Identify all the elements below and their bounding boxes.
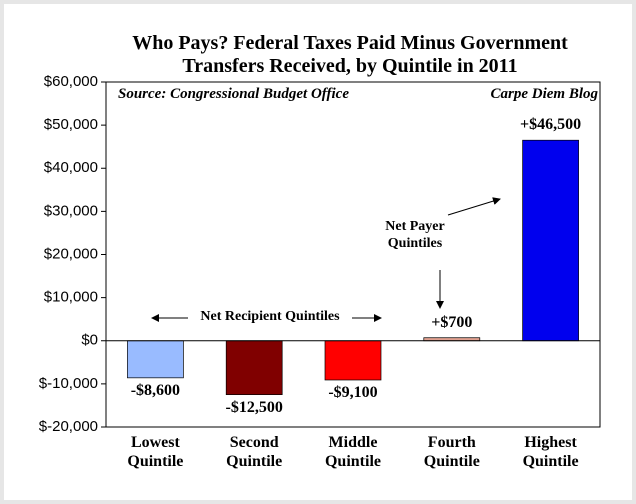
- credit: Carpe Diem Blog: [490, 86, 599, 102]
- source: Source: Congressional Budget Office: [118, 86, 349, 102]
- x-tick-label: Fourth Quintile: [423, 434, 480, 470]
- y-tick-label: $-10,000: [39, 375, 98, 392]
- y-tick-label: $60,000: [44, 73, 98, 90]
- y-tick-label: $40,000: [44, 159, 98, 176]
- y-tick-label: $30,000: [44, 202, 98, 219]
- value-label: +$46,500: [520, 116, 582, 134]
- x-tick-label: Lowest Quintile: [127, 434, 184, 470]
- annotation: Net Recipient Quintiles: [200, 309, 340, 324]
- value-label: -$8,600: [130, 381, 181, 399]
- y-tick-label: $-20,000: [39, 418, 98, 435]
- bar: [522, 139, 579, 342]
- y-tick-label: $50,000: [44, 116, 98, 133]
- annotation: Net Payer Quintiles: [385, 219, 445, 251]
- y-tick-label: $20,000: [44, 245, 98, 262]
- x-tick-label: Highest Quintile: [522, 434, 579, 470]
- bar: [324, 340, 382, 381]
- arrow: [447, 197, 501, 216]
- value-label: +$700: [431, 313, 473, 331]
- x-tick-label: Second Quintile: [226, 434, 283, 470]
- chart-title: Who Pays? Federal Taxes Paid Minus Gover…: [132, 32, 568, 77]
- x-tick-label: Middle Quintile: [324, 434, 381, 470]
- bar: [127, 340, 184, 379]
- value-label: -$9,100: [328, 383, 378, 401]
- y-tick-label: $0: [81, 332, 98, 349]
- y-tick-label: $10,000: [44, 289, 98, 306]
- value-label: -$12,500: [225, 398, 283, 416]
- bar: [225, 340, 283, 396]
